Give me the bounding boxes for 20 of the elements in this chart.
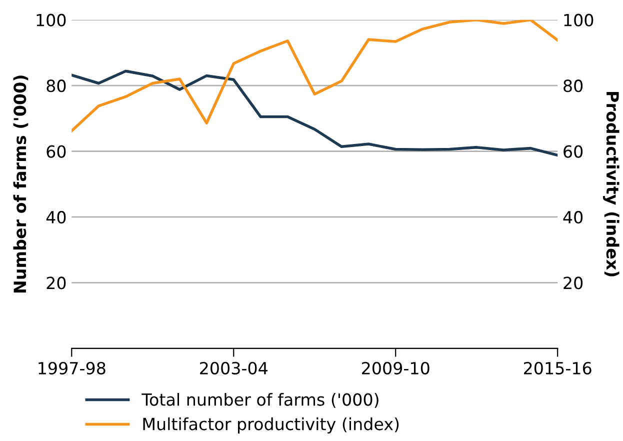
legend-label: Multifactor productivity (index) bbox=[143, 417, 399, 434]
y-tick-label: 20 bbox=[46, 276, 66, 290]
y2-tick-label: 60 bbox=[564, 145, 583, 158]
y-tick-label: 40 bbox=[46, 210, 66, 224]
x-tick-label: 1997-98 bbox=[38, 362, 106, 374]
y2-tick-label: 80 bbox=[564, 80, 583, 92]
y-tick-label: 60 bbox=[46, 145, 66, 158]
y2-tick-label: 40 bbox=[563, 210, 583, 224]
x-tick-label: 2009-10 bbox=[362, 362, 430, 374]
y2-tick-label: 20 bbox=[564, 276, 583, 290]
y-tick-label: 80 bbox=[46, 80, 66, 92]
line-series bbox=[72, 20, 558, 132]
x-tick-label: 2003-04 bbox=[200, 362, 268, 374]
y-tick-label: 100 bbox=[36, 14, 66, 26]
y2-axis-title: Productivity (index) bbox=[603, 92, 620, 276]
y-axis-title: Number of farms ('000) bbox=[13, 76, 28, 293]
y2-tick-label: 100 bbox=[564, 14, 594, 26]
line-series bbox=[72, 70, 558, 157]
legend-label: Total number of farms ('000) bbox=[142, 392, 378, 408]
x-tick-label: 2015-16 bbox=[524, 362, 592, 374]
